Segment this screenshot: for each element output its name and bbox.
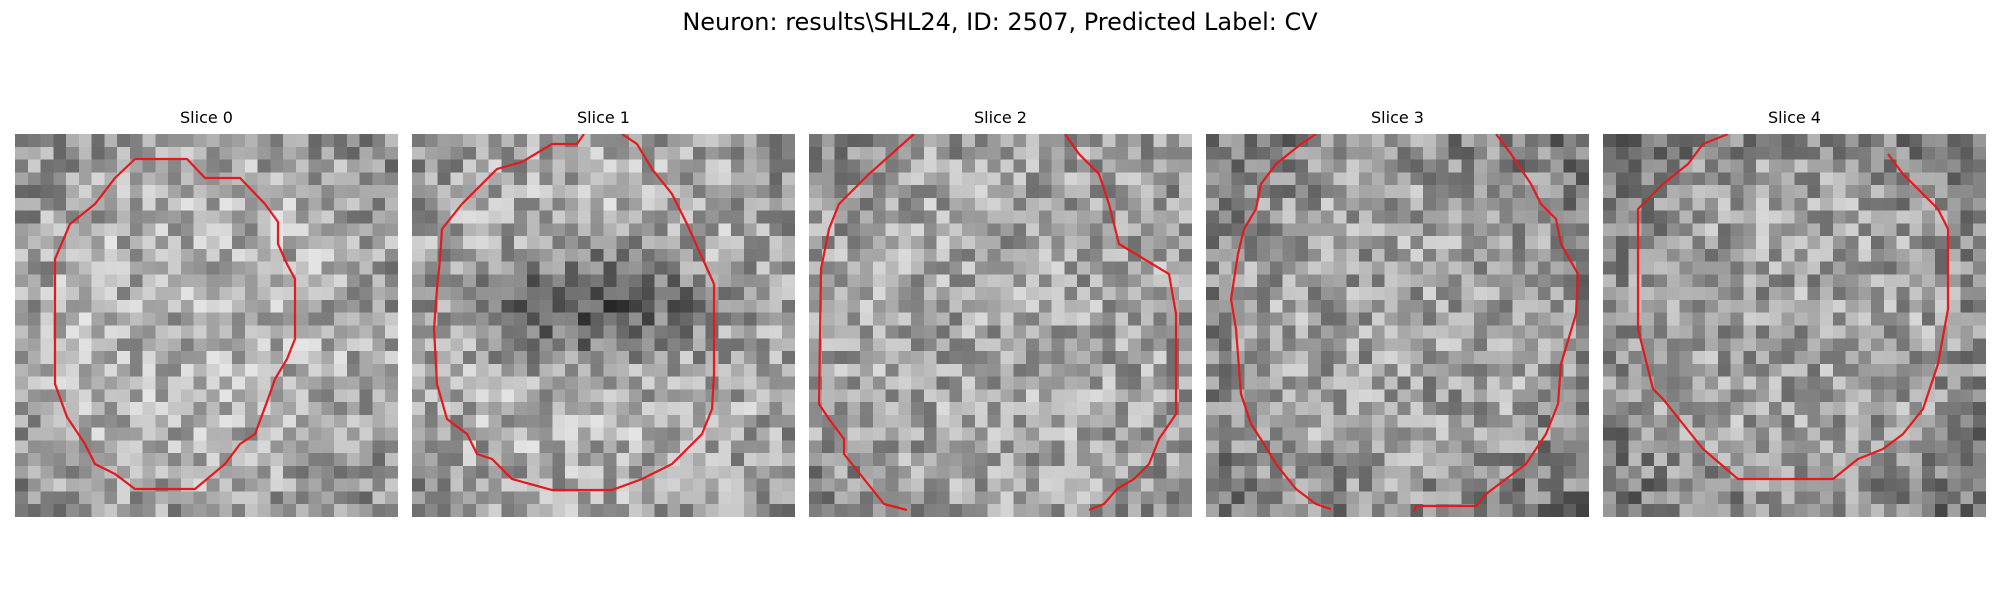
roi-contour [1229, 134, 1580, 513]
slice-title: Slice 3 [1371, 108, 1424, 127]
slice-panel-2: Slice 2 [809, 108, 1192, 517]
roi-contour [432, 134, 716, 492]
slice-image [15, 134, 398, 517]
slice-title: Slice 2 [974, 108, 1027, 127]
slice-title: Slice 0 [180, 108, 233, 127]
slice-panel-1: Slice 1 [412, 108, 795, 517]
roi-contour [53, 157, 297, 491]
figure-title: Neuron: results\SHL24, ID: 2507, Predict… [682, 8, 1318, 36]
slice-image [809, 134, 1192, 517]
roi-contour [1636, 134, 1950, 481]
slice-panel-3: Slice 3 [1206, 108, 1589, 517]
slice-title: Slice 1 [577, 108, 630, 127]
slice-panel-4: Slice 4 [1603, 108, 1986, 517]
roi-contour [817, 134, 1178, 512]
slice-title: Slice 4 [1768, 108, 1821, 127]
slice-image [1603, 134, 1986, 517]
slice-panel-0: Slice 0 [15, 108, 398, 517]
